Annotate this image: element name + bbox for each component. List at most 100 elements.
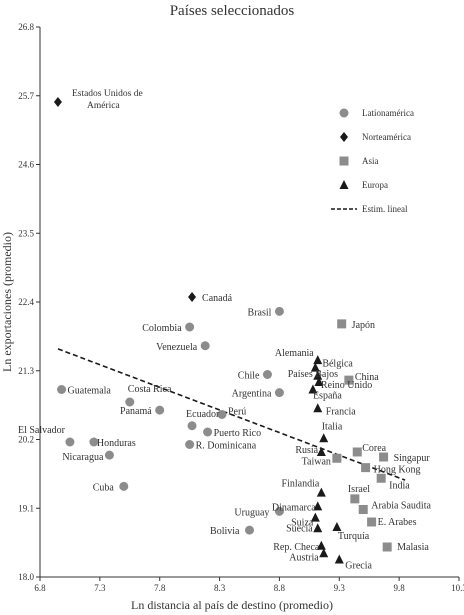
point-label: Chile [238,371,260,382]
circle-marker [65,437,75,447]
triangle-marker [319,433,329,443]
y-tick-label: 26.8 [18,22,34,32]
point-label: R. Dominicana [196,441,257,452]
square-marker [376,473,386,483]
square-marker [379,452,389,462]
square-marker [382,542,392,552]
y-tick-label: 19.1 [18,503,34,513]
diamond-marker [53,97,62,107]
point-label: Colombia [142,323,182,334]
point-label: Suecia [286,523,313,534]
legend-label: Asia [362,156,379,166]
point-label: Singapur [394,453,431,464]
square-marker [337,319,347,329]
x-tick-label: 8.3 [214,583,226,593]
point-label: Países Bajos [288,369,338,380]
circle-marker [104,450,114,460]
point-label-line: Estados Unidos de [72,89,143,99]
y-tick-label: 20.2 [18,435,34,445]
triangle-marker [314,377,324,386]
point-label: Puerto Rico [214,428,262,439]
chart-title: Países seleccionados [170,3,295,19]
point-label: Costa Rica [128,384,172,395]
square-marker [358,505,368,514]
point-label: Argentina [232,389,272,400]
point-label: Nicaragua [62,452,104,463]
point-label: Arabia Saudita [371,501,431,512]
triangle-marker [334,554,344,564]
triangle-marker [313,370,323,380]
x-tick-label: 6.8 [34,583,46,593]
point-label: Malasia [397,542,429,553]
circle-marker [57,385,67,394]
point-label: Corea [362,443,386,454]
square-marker [344,375,354,385]
legend: Lationamérica Norteamérica Asia Europa Estim… [331,108,414,214]
data-points: Guatemala Costa Rica Panamá El Salvador Hond… [18,89,432,572]
triangle-marker [319,548,329,558]
y-tick-label: 18.0 [18,572,34,582]
triangle-marker [310,362,320,372]
point-label: Bélgica [322,359,353,370]
point-label: Canadá [202,293,233,304]
point-label: Rep. Checa [273,542,320,553]
point-label-line: América [87,101,120,111]
point-label: Panamá [120,406,152,417]
legend-circle-marker [339,108,349,118]
circle-marker [245,525,254,535]
point-label: Austria [289,552,319,563]
point-label: Reino Unido [321,380,372,391]
x-axis-label: Ln distancia al país de destino (promedi… [131,598,333,612]
circle-marker [274,388,284,398]
point-label: Italia [322,421,343,432]
circle-marker [274,506,284,516]
point-label: Honduras [97,438,136,449]
legend-triangle-marker [339,180,349,189]
point-label: Guatemala [68,386,112,397]
y-tick-label: 24.6 [18,160,34,170]
point-label: Bolivia [210,526,240,537]
point-label: Taiwan [302,456,331,467]
point-label: Brasil [248,307,272,318]
x-tick-label: 9.8 [394,583,406,593]
point-label: Israel [348,484,370,495]
circle-marker [187,421,197,431]
point-label: Ecuador [186,409,220,420]
triangle-marker [308,384,318,394]
triangle-marker [316,447,326,456]
circle-marker [89,437,99,447]
square-marker [332,453,342,463]
circle-marker [119,481,129,491]
circle-marker [200,341,210,351]
point-label: Turquía [338,531,370,542]
legend-label: Estim. lineal [362,204,408,214]
y-tick-label: 22.4 [18,297,34,307]
point-label: India [389,480,410,491]
point-label: Finlandia [282,479,320,490]
fit-line-group [57,348,406,481]
circle-marker [155,405,165,415]
circle-marker [203,427,213,437]
point-label: El Salvador [18,425,66,436]
point-label: Perú [228,407,246,418]
circle-marker [262,370,272,379]
point-label: Cuba [93,482,115,493]
legend-diamond-marker [340,132,348,142]
triangle-marker [332,522,342,531]
point-label: Estados Unidos de América [72,89,143,111]
point-label: Alemania [275,348,314,359]
triangle-marker [313,523,323,533]
point-label: E. Arabes [378,517,417,528]
point-label: Suiza [291,518,314,529]
y-axis-label: Ln exportaciones (promedio) [0,232,14,372]
point-label: China [355,372,379,383]
point-label: Uruguay [234,507,269,518]
circle-marker [274,306,284,316]
point-label: Rusia [295,445,318,456]
x-tick-label: 7.3 [94,583,106,593]
x-tick-label: 10.3 [451,583,464,593]
point-label: España [313,391,342,402]
y-tick-label: 25.7 [18,91,34,101]
circle-marker [185,440,195,449]
